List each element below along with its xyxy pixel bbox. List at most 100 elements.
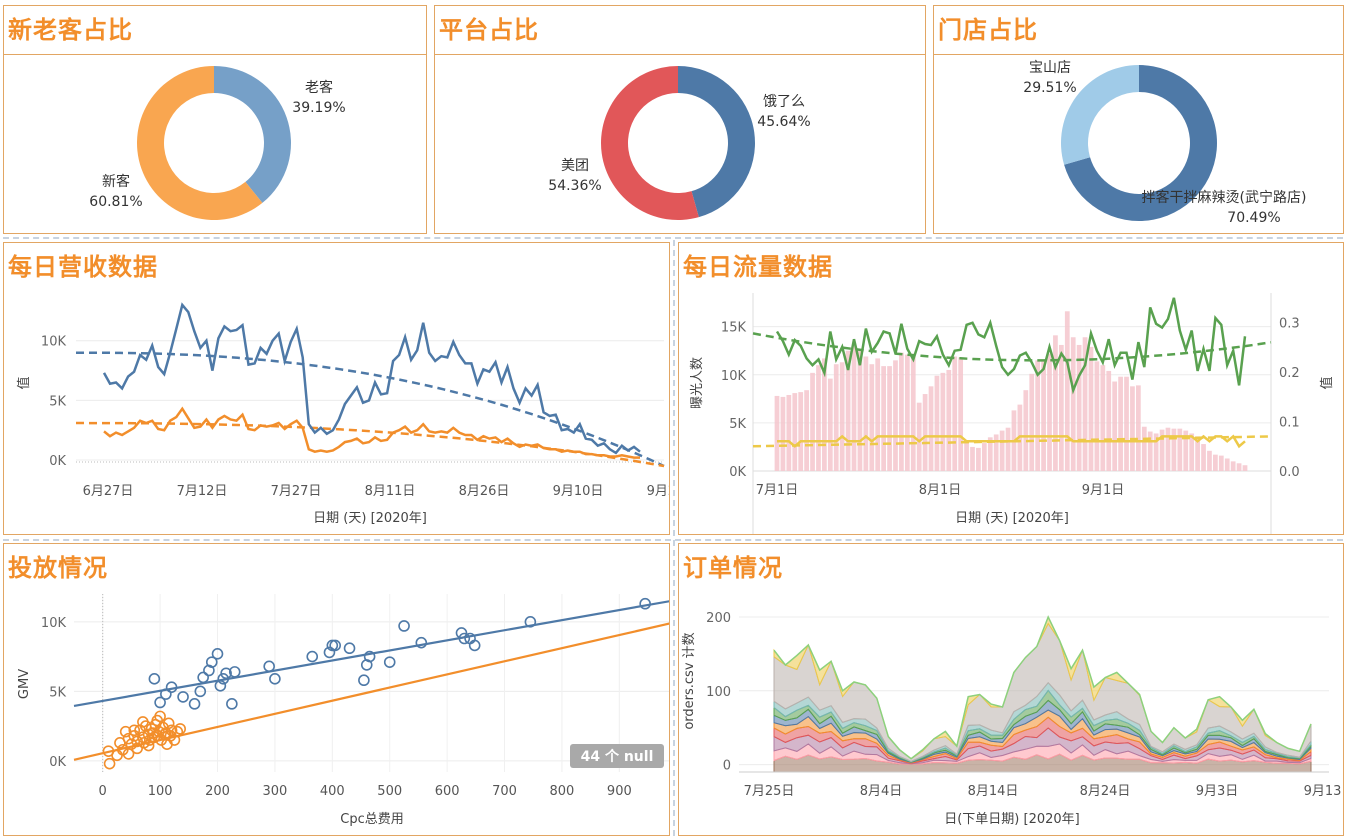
x-tick-label: 7月12日 <box>177 484 228 499</box>
y2-tick-label: 0.3 <box>1279 317 1300 332</box>
exposure-bar <box>1224 458 1230 471</box>
orders-panel: 订单情况 0 100 200 7月25日 8月4日 8月14日 8月24日 9月3日 9月13 日… <box>678 543 1344 836</box>
exposure-bar <box>869 364 875 471</box>
x-tick-label: 6月27日 <box>83 484 134 499</box>
x-tick-label: 8月26日 <box>459 484 510 499</box>
exposure-bar <box>1201 444 1206 471</box>
x-tick-label: 300 <box>262 784 287 799</box>
y-tick-label: 5K <box>49 394 66 409</box>
exposure-bar <box>780 396 786 471</box>
x-tick-label: 9月25日 <box>647 484 670 499</box>
scatter-point <box>398 620 410 632</box>
exposure-bar <box>1141 426 1147 471</box>
scatter-point <box>177 691 189 703</box>
x-tick-label: 200 <box>205 784 230 799</box>
y-axis-title: GMV <box>17 669 32 699</box>
scatter-point <box>343 642 356 655</box>
scatter-point <box>205 656 218 668</box>
title-divider <box>435 54 925 55</box>
title-divider <box>934 54 1343 55</box>
y-tick-label: 0K <box>729 465 746 480</box>
exposure-bar <box>881 366 887 471</box>
scatter-point <box>165 681 178 693</box>
exposure-bar <box>1100 365 1106 471</box>
scatter-point <box>415 636 428 649</box>
y-tick-label: 10K <box>41 335 67 350</box>
scatter-point <box>468 639 481 652</box>
total-outline <box>773 615 1312 760</box>
traffic-panel: 每日流量数据 0K 5K 10K 15K 0.0 0.1 0.2 0.3 7月1日 8月1日 9月1… <box>678 242 1344 535</box>
regression-line <box>73 622 669 761</box>
slice-percent: 39.19% <box>292 100 345 116</box>
exposure-bar <box>1230 461 1236 471</box>
y-tick-label: 15K <box>721 321 747 336</box>
panel-title: 新老客占比 <box>8 16 133 44</box>
exposure-bar <box>1213 454 1218 471</box>
exposure-bar <box>940 372 946 471</box>
exposure-bar <box>827 378 833 471</box>
x-tick-label: 8月14日 <box>968 784 1019 799</box>
x-tick-label: 8月1日 <box>919 483 962 498</box>
y-tick-label: 0K <box>49 454 66 469</box>
x-tick-label: 8月4日 <box>860 784 903 799</box>
slice-percent: 70.49% <box>1227 210 1280 226</box>
exposure-bar <box>1106 370 1112 471</box>
y-tick-label: 5K <box>729 417 746 432</box>
exposure-bar <box>1236 463 1242 471</box>
x-tick-label: 7月1日 <box>756 483 799 498</box>
y-tick-label: 10K <box>41 616 67 631</box>
donut-slice <box>136 66 263 220</box>
exposure-bar <box>1064 311 1070 471</box>
exposure-bar <box>786 394 792 471</box>
exposure-bar <box>1147 431 1153 471</box>
exposure-bar <box>887 366 892 471</box>
exposure-bar <box>833 364 839 471</box>
slice-label: 饿了么 <box>763 94 805 110</box>
slice-percent: 29.51% <box>1023 80 1076 96</box>
exposure-bar <box>1189 433 1195 471</box>
slice-label: 老客 <box>305 79 333 96</box>
x-tick-label: 9月1日 <box>1082 483 1125 498</box>
scatter-point <box>188 698 201 710</box>
exposure-bar <box>1005 427 1011 471</box>
scatter-point <box>148 673 161 685</box>
slice-label: 宝山店 <box>1029 60 1071 76</box>
donut-slice <box>214 66 291 203</box>
exposure-bar <box>1130 386 1135 471</box>
series-line <box>777 434 1246 449</box>
x-tick-label: 9月3日 <box>1196 784 1239 799</box>
exposure-bar <box>1029 373 1035 471</box>
y2-axis-title: 值 <box>1319 376 1335 389</box>
trend-line <box>76 351 665 468</box>
slice-label: 拌客干拌麻辣烫(武宁路店) <box>1142 189 1307 206</box>
exposure-bar <box>946 369 952 471</box>
scatter-point <box>154 696 166 709</box>
title-divider <box>4 54 426 55</box>
scatter-point <box>639 597 651 610</box>
scatter-point <box>363 650 376 663</box>
y-tick-label: 100 <box>706 685 731 700</box>
scatter-point <box>194 685 207 698</box>
exposure-bar <box>1242 465 1248 471</box>
x-tick-label: 800 <box>550 784 575 799</box>
scatter-point <box>137 716 149 728</box>
x-tick-label: 7月27日 <box>271 484 322 499</box>
null-badge <box>570 744 664 768</box>
scatter-point <box>197 671 209 684</box>
exposure-bar <box>899 352 904 471</box>
exposure-bar <box>1053 335 1058 471</box>
exposure-bar <box>1094 361 1100 471</box>
panel-title: 订单情况 <box>683 554 783 582</box>
exposure-bar <box>1207 450 1212 471</box>
exposure-bar <box>851 345 857 471</box>
x-tick-label: 8月11日 <box>365 484 416 499</box>
exposure-bar <box>893 360 898 471</box>
y-axis-title: orders.csv 计数 <box>682 632 697 729</box>
customer-donut-chart: 老客 39.19% 新客 60.81% <box>89 66 346 220</box>
slice-label: 美团 <box>561 158 589 174</box>
revenue-panel: 每日营收数据 0K 5K 10K 6月27日 7月12日 7月27日 8月11日 8月26日 9… <box>3 242 670 535</box>
exposure-bar <box>863 356 869 471</box>
x-tick-label: 900 <box>607 784 632 799</box>
